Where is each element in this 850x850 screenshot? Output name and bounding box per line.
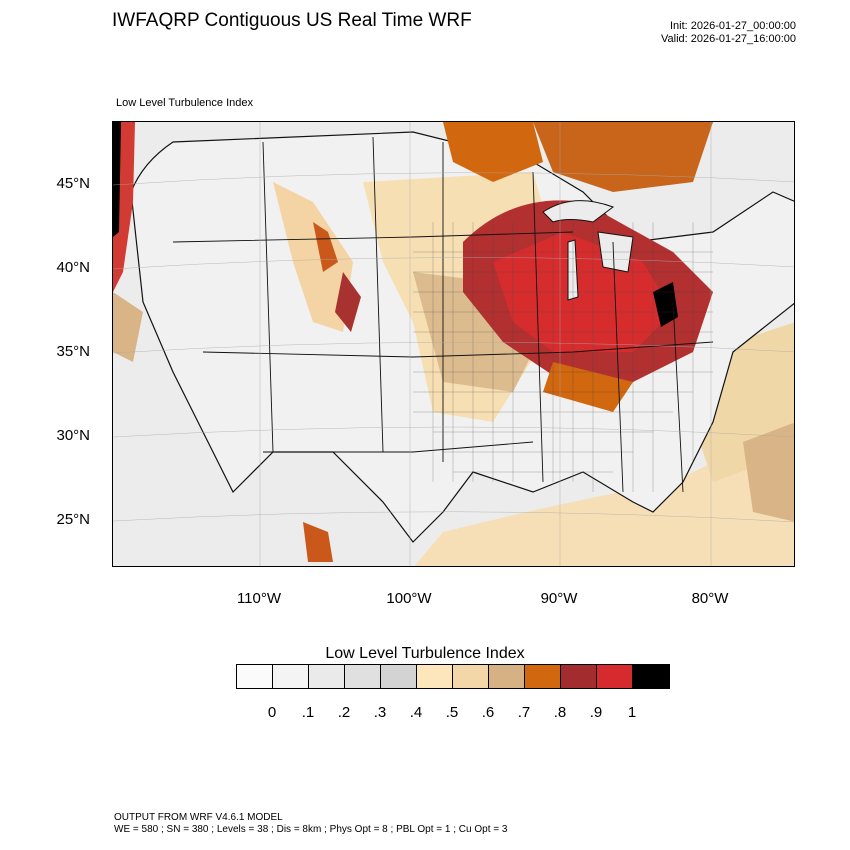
colorbar-tick-label: 1 [627, 704, 637, 721]
lat-label-30: 30°N [56, 427, 90, 444]
colorbar-swatch [417, 665, 453, 688]
rockies-red-streak [335, 272, 361, 332]
rockies-region [273, 182, 353, 332]
canada-orange-region [443, 122, 543, 182]
lat-label-45: 45°N [56, 175, 90, 192]
west-coast-black-strip [113, 122, 121, 237]
colorbar-swatch [237, 665, 273, 688]
colorbar-swatch [345, 665, 381, 688]
valid-time: Valid: 2026-01-27_16:00:00 [661, 33, 796, 45]
colorbar-swatch [381, 665, 417, 688]
run-time-info: Init: 2026-01-27_00:00:00 Valid: 2026-01… [661, 20, 796, 46]
gulf-tan-region [414, 422, 794, 566]
lat-label-40: 40°N [56, 259, 90, 276]
field-label: Low Level Turbulence Index [116, 97, 253, 109]
colorbar-tick-label: .6 [481, 704, 495, 721]
colorbar-tick-label: .9 [589, 704, 603, 721]
atlantic-brown-region [743, 422, 794, 522]
colorbar-swatch [597, 665, 633, 688]
colorbar-title: Low Level Turbulence Index [325, 645, 525, 662]
rockies-orange-streak [313, 222, 338, 272]
colorbar-swatch [489, 665, 525, 688]
pacific-brown-region [113, 292, 143, 362]
appalachian-black-spot [653, 282, 678, 327]
county-borders [413, 222, 713, 492]
lat-label-35: 35°N [56, 343, 90, 360]
colorbar-tick-label: .7 [517, 704, 531, 721]
map-panel [112, 121, 795, 567]
canada-east-orange-region [533, 122, 713, 192]
state-borders [172, 136, 714, 493]
init-time: Init: 2026-01-27_00:00:00 [670, 20, 796, 32]
colorbar-tick-label: .2 [337, 704, 351, 721]
colorbar-swatch [633, 665, 669, 688]
lon-label-90w: 90°W [540, 590, 578, 607]
colorbar-tick-label: .4 [409, 704, 423, 721]
colorbar-tick-label: .5 [445, 704, 459, 721]
model-info: OUTPUT FROM WRF V4.6.1 MODEL WE = 580 ; … [114, 812, 507, 836]
colorbar-tick-label: .3 [373, 704, 387, 721]
graticule [113, 122, 794, 566]
lon-label-80w: 80°W [691, 590, 729, 607]
colorbar-swatch [453, 665, 489, 688]
turbulence-map [113, 122, 794, 566]
colorbar-swatch [525, 665, 561, 688]
model-info-line1: OUTPUT FROM WRF V4.6.1 MODEL [114, 812, 283, 823]
lon-label-100w: 100°W [386, 590, 432, 607]
tennessee-orange-region [543, 362, 633, 412]
colorbar-tick-label: .8 [553, 704, 567, 721]
colorbar-swatch [561, 665, 597, 688]
colorbar-swatch [273, 665, 309, 688]
lon-label-110w: 110°W [236, 590, 282, 607]
colorbar-swatch [309, 665, 345, 688]
colorbar-tick-label: .1 [301, 704, 315, 721]
lat-label-25: 25°N [56, 511, 90, 528]
colorbar [236, 664, 670, 689]
model-info-line2: WE = 580 ; SN = 380 ; Levels = 38 ; Dis … [114, 824, 508, 835]
colorbar-tick-label: 0 [267, 704, 277, 721]
mexico-orange-streak [303, 522, 333, 562]
lake-superior [542, 200, 615, 223]
map-title: IWFAQRP Contiguous US Real Time WRF [112, 10, 472, 31]
